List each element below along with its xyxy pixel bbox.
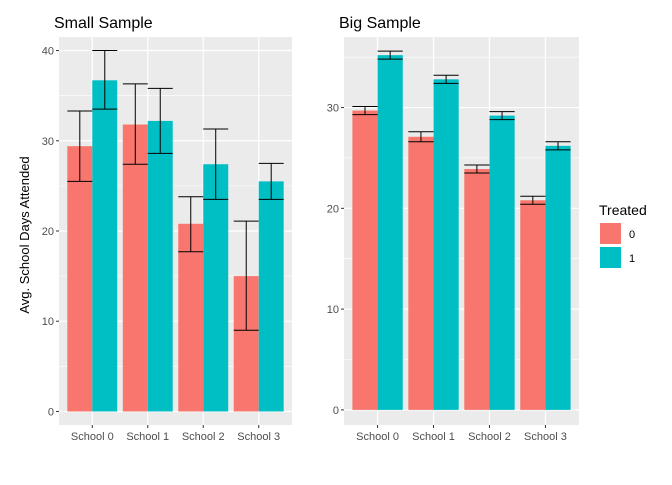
bar-school-2-treated-0 xyxy=(178,223,204,412)
bar-school-1-treated-1 xyxy=(433,79,459,410)
legend-key xyxy=(600,223,621,244)
error-bar xyxy=(377,50,403,60)
x-tick-label: School 2 xyxy=(468,431,511,443)
panel-2: 0 10 20 30 School 0 School 1 School 2 School 3 B… xyxy=(327,15,579,443)
error-bar xyxy=(67,110,93,182)
panels-layer: 0 10 20 30 40 School 0 School 1 School 2 School … xyxy=(42,15,579,443)
bar-school-1-treated-0 xyxy=(408,136,434,410)
bar-school-3-treated-1 xyxy=(258,181,284,412)
error-bar xyxy=(258,162,284,200)
x-tick-label: School 1 xyxy=(412,431,455,443)
error-bar xyxy=(178,196,204,253)
legend-item-1: 1 xyxy=(600,247,635,268)
error-bar xyxy=(92,50,118,110)
error-bar xyxy=(433,74,459,84)
bar-school-0-treated-0 xyxy=(352,110,378,410)
bar-school-3-treated-1 xyxy=(545,145,571,410)
legend-label: 1 xyxy=(629,253,635,265)
bar-school-0-treated-1 xyxy=(92,80,118,412)
error-bar xyxy=(147,87,173,154)
y-tick-label: 10 xyxy=(42,316,54,328)
x-tick-label: School 2 xyxy=(182,431,225,443)
panel-title: Small Sample xyxy=(54,15,153,32)
bar-school-1-treated-0 xyxy=(122,124,148,412)
error-bar xyxy=(408,131,434,143)
y-axis-title: Avg. School Days Attended xyxy=(17,156,32,313)
error-bar xyxy=(203,128,229,200)
error-bar xyxy=(545,141,571,151)
y-tick-label: 30 xyxy=(327,103,339,115)
y-tick-label: 0 xyxy=(48,406,54,418)
panel-title: Big Sample xyxy=(339,15,421,32)
bar-school-1-treated-1 xyxy=(147,120,173,412)
bar-school-3-treated-0 xyxy=(520,200,546,410)
y-tick-label: 20 xyxy=(42,226,54,238)
bar-school-0-treated-1 xyxy=(377,55,403,410)
x-tick-label: School 0 xyxy=(71,431,114,443)
bar-school-2-treated-1 xyxy=(489,115,515,410)
bar-school-0-treated-0 xyxy=(67,146,93,412)
x-tick-label: School 3 xyxy=(524,431,567,443)
y-tick-label: 30 xyxy=(42,136,54,148)
legend-item-0: 0 xyxy=(600,223,635,244)
panel-1: 0 10 20 30 40 School 0 School 1 School 2 School … xyxy=(42,15,292,443)
error-bar xyxy=(233,220,259,331)
y-tick-label: 10 xyxy=(327,304,339,316)
error-bar xyxy=(489,111,515,121)
legend-key xyxy=(600,247,621,268)
error-bar xyxy=(464,164,490,174)
error-bar xyxy=(352,106,378,116)
error-bar xyxy=(122,83,148,165)
bar-school-2-treated-0 xyxy=(464,169,490,410)
x-tick-label: School 0 xyxy=(356,431,399,443)
y-tick-label: 40 xyxy=(42,46,54,58)
legend: Treated 0 1 xyxy=(599,202,647,268)
y-tick-label: 0 xyxy=(333,405,339,417)
y-tick-label: 20 xyxy=(327,203,339,215)
legend-title: Treated xyxy=(599,202,647,218)
error-bar xyxy=(520,195,546,205)
x-tick-label: School 1 xyxy=(126,431,169,443)
bar-school-2-treated-1 xyxy=(203,164,229,412)
legend-label: 0 xyxy=(629,229,635,241)
x-tick-label: School 3 xyxy=(237,431,280,443)
